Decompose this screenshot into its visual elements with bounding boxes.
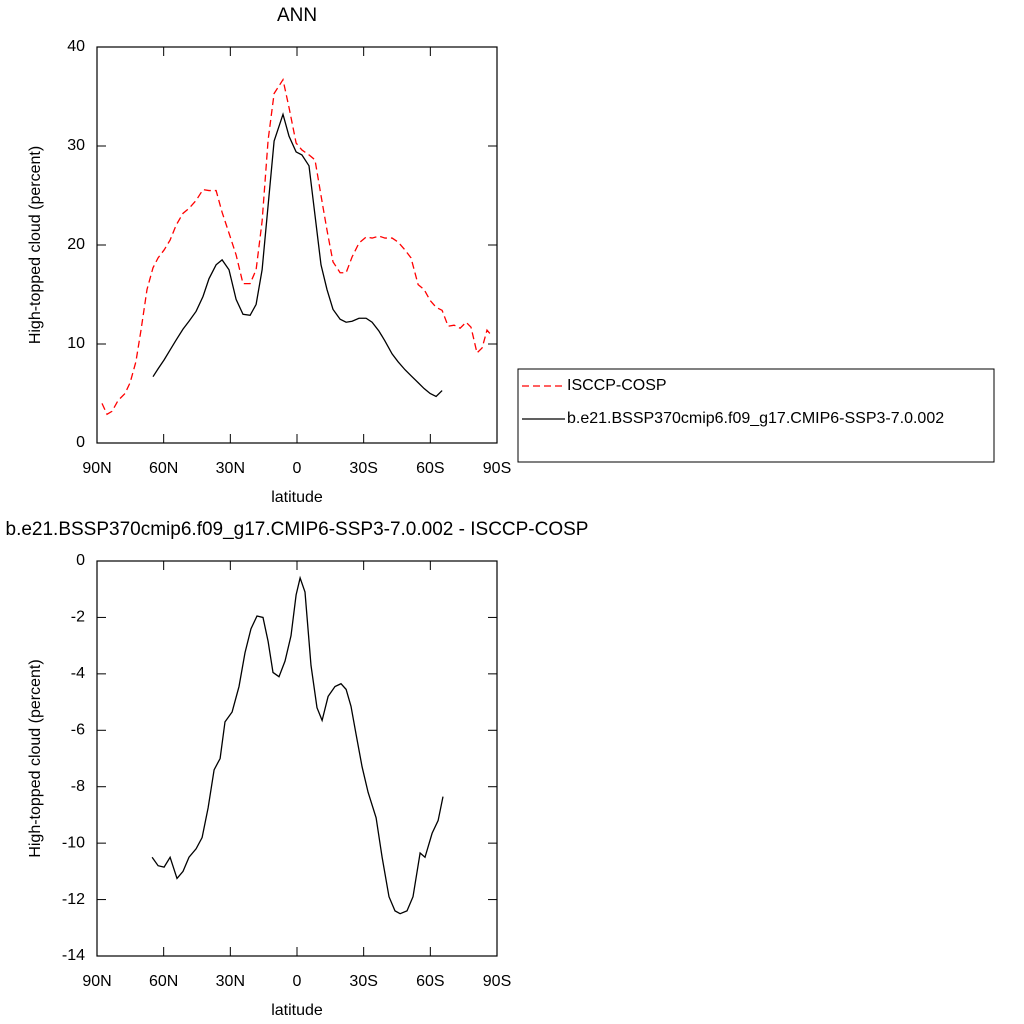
x-tick-label: 30N <box>216 973 245 990</box>
data-line <box>101 77 493 416</box>
y-tick-label: -10 <box>62 834 85 851</box>
x-tick-label: 60S <box>416 973 444 990</box>
y-tick-label: 30 <box>67 137 85 154</box>
y-axis-label: High-topped cloud (percent) <box>27 659 44 857</box>
x-tick-label: 90N <box>82 460 111 477</box>
x-tick-label: 60N <box>149 973 178 990</box>
x-axis-label: latitude <box>271 489 323 506</box>
data-line <box>151 575 444 915</box>
x-tick-label: 0 <box>293 973 302 990</box>
x-axis-label: latitude <box>271 1002 323 1019</box>
y-tick-label: -12 <box>62 891 85 908</box>
y-tick-label: 0 <box>76 434 85 451</box>
y-tick-label: -4 <box>71 665 85 682</box>
x-tick-label: 90S <box>483 973 511 990</box>
y-tick-label: -14 <box>62 947 85 964</box>
y-axis-label: High-topped cloud (percent) <box>27 146 44 344</box>
y-tick-label: 20 <box>67 236 85 253</box>
y-tick-label: 0 <box>76 552 85 569</box>
plot-frame <box>96 560 498 957</box>
y-tick-label: -8 <box>71 778 85 795</box>
chart-title: ANN <box>277 5 317 26</box>
legend-label: b.e21.BSSP370cmip6.f09_g17.CMIP6-SSP3-7.… <box>567 410 944 427</box>
x-tick-label: 30S <box>349 460 377 477</box>
x-tick-label: 30S <box>349 973 377 990</box>
x-tick-label: 90N <box>82 973 111 990</box>
data-line <box>152 112 443 398</box>
legend-box <box>517 368 995 463</box>
x-tick-label: 60N <box>149 460 178 477</box>
x-tick-label: 0 <box>293 460 302 477</box>
legend-label: ISCCP-COSP <box>567 377 667 394</box>
y-tick-label: -2 <box>71 609 85 626</box>
y-tick-label: -6 <box>71 722 85 739</box>
x-tick-label: 60S <box>416 460 444 477</box>
x-tick-label: 90S <box>483 460 511 477</box>
chart-title: b.e21.BSSP370cmip6.f09_g17.CMIP6-SSP3-7.… <box>6 519 589 540</box>
x-tick-label: 30N <box>216 460 245 477</box>
y-tick-label: 40 <box>67 38 85 55</box>
plot-frame <box>96 46 498 444</box>
y-tick-label: 10 <box>67 335 85 352</box>
